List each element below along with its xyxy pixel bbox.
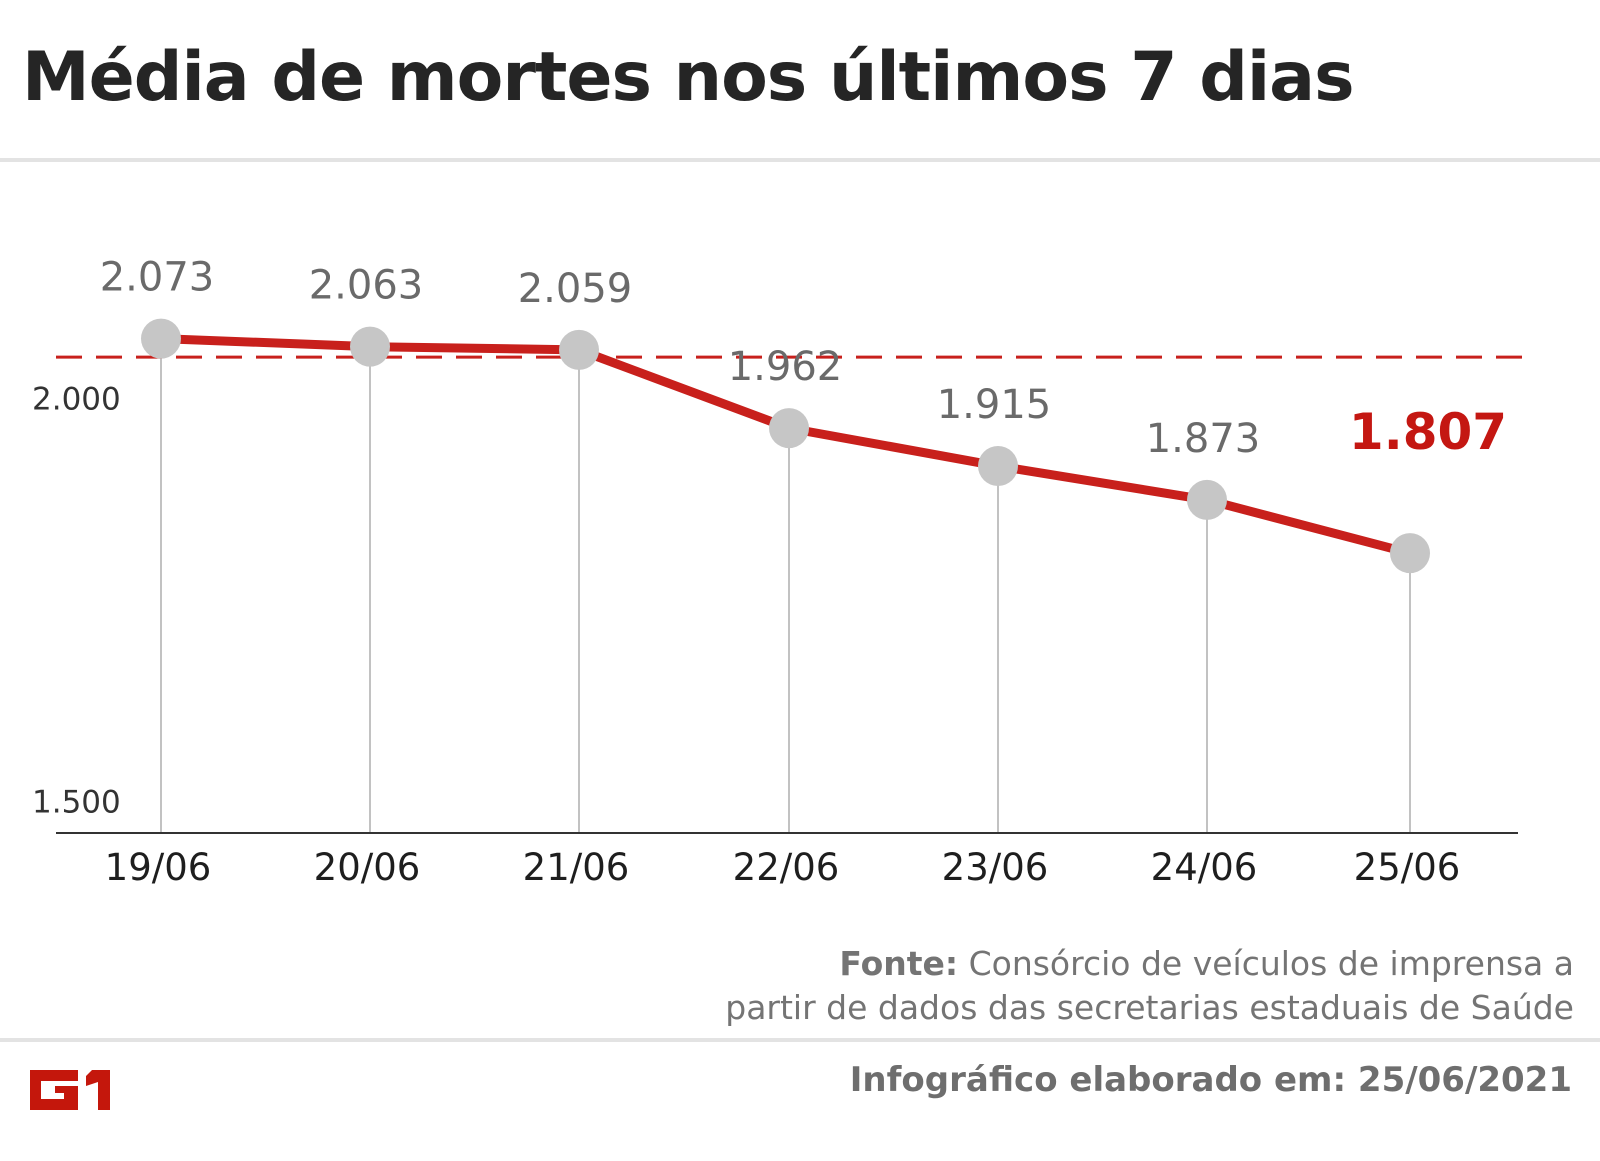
drop-lines bbox=[160, 338, 1411, 833]
source-note: Fonte: Consórcio de veículos de imprensa… bbox=[725, 942, 1574, 1030]
data-label: 2.059 bbox=[518, 266, 633, 312]
x-tick-label: 22/06 bbox=[733, 846, 840, 889]
x-tick-label: 21/06 bbox=[523, 846, 630, 889]
data-points bbox=[141, 318, 1430, 574]
x-tick-label: 19/06 bbox=[105, 846, 212, 889]
source-line-1: Fonte: Consórcio de veículos de imprensa… bbox=[725, 942, 1574, 986]
x-tick-label: 20/06 bbox=[314, 846, 421, 889]
data-label: 2.073 bbox=[100, 255, 215, 301]
g1-logo bbox=[30, 1070, 110, 1110]
source-label: Fonte: bbox=[839, 944, 959, 983]
x-tick-label: 25/06 bbox=[1354, 846, 1461, 889]
data-label: 1.873 bbox=[1146, 416, 1261, 462]
data-labels: 2.073 2.063 2.059 1.962 1.915 1.873 1.807 bbox=[100, 255, 1507, 462]
x-tick-label: 23/06 bbox=[942, 846, 1049, 889]
y-tick-label: 1.500 bbox=[32, 785, 121, 821]
data-point bbox=[1187, 479, 1227, 520]
data-point bbox=[141, 318, 181, 359]
source-text-2: partir de dados das secretarias estaduai… bbox=[725, 988, 1574, 1027]
data-point bbox=[559, 329, 599, 370]
top-divider bbox=[0, 158, 1600, 162]
g1-logo-1 bbox=[86, 1070, 110, 1110]
data-point bbox=[769, 408, 809, 449]
bottom-divider bbox=[0, 1038, 1600, 1042]
data-label-highlight: 1.807 bbox=[1349, 403, 1507, 461]
x-axis-labels: 19/06 20/06 21/06 22/06 23/06 24/06 25/06 bbox=[105, 846, 1461, 889]
y-tick-label: 2.000 bbox=[32, 381, 121, 417]
y-axis: 1.500 2.000 bbox=[32, 381, 121, 820]
data-point bbox=[1390, 533, 1430, 574]
data-label: 1.915 bbox=[937, 382, 1052, 428]
credit-note: Infográfico elaborado em: 25/06/2021 bbox=[849, 1060, 1572, 1100]
data-point bbox=[350, 326, 390, 367]
g1-logo-g bbox=[30, 1070, 78, 1110]
data-label: 1.962 bbox=[728, 344, 843, 390]
data-label: 2.063 bbox=[309, 263, 424, 309]
data-point bbox=[978, 446, 1018, 487]
line-chart: 1.500 2.000 2.073 2.063 2.059 1.962 1.915 1.87… bbox=[32, 255, 1522, 889]
x-tick-label: 24/06 bbox=[1151, 846, 1258, 889]
chart-title: Média de mortes nos últimos 7 dias bbox=[22, 38, 1355, 117]
source-text-1: Consórcio de veículos de imprensa a bbox=[968, 944, 1574, 983]
